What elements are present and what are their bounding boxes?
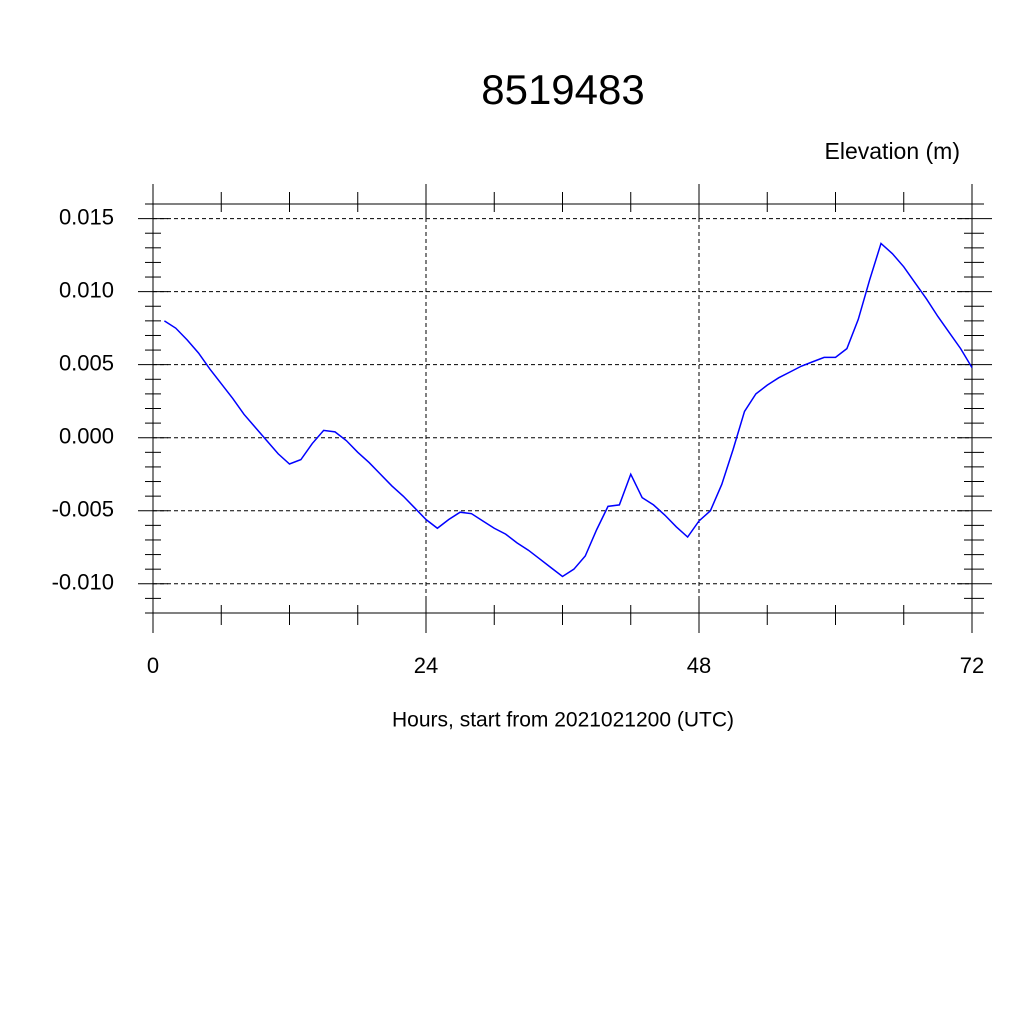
- y-tick-label: 0.000: [59, 424, 114, 449]
- x-axis-title: Hours, start from 2021021200 (UTC): [392, 709, 734, 732]
- data-line: [163, 242, 973, 578]
- x-tick-label: 48: [687, 653, 711, 678]
- x-tick-label: 24: [414, 653, 438, 678]
- chart-title: 8519483: [481, 66, 645, 113]
- y-tick-label: 0.010: [59, 277, 114, 302]
- y-tick-label: 0.015: [59, 204, 114, 229]
- y-tick-label: 0.005: [59, 350, 114, 375]
- y-tick-label: -0.010: [52, 570, 114, 595]
- x-tick-label: 72: [960, 653, 984, 678]
- y-axis-title: Elevation (m): [825, 138, 960, 164]
- plot-frame: [152, 203, 973, 614]
- x-tick-label: 0: [147, 653, 159, 678]
- y-tick-label: -0.005: [52, 497, 114, 522]
